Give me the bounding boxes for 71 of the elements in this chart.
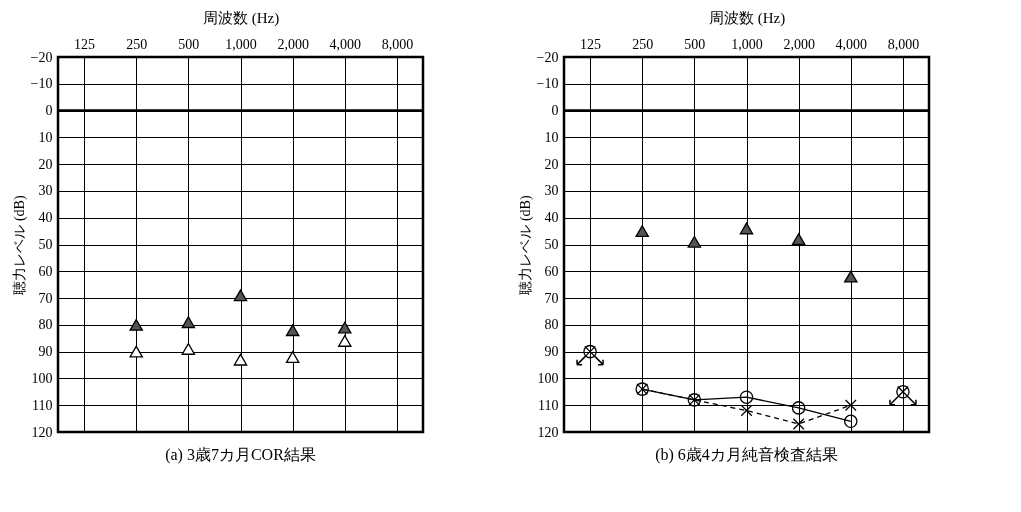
x-tick-label: 500 xyxy=(178,36,200,52)
y-tick-label: 80 xyxy=(38,317,53,333)
point xyxy=(791,233,806,246)
y-tick-label: 60 xyxy=(38,263,53,279)
point xyxy=(338,334,352,347)
point xyxy=(129,345,143,358)
y-tick-label: 50 xyxy=(38,237,53,252)
y-tick-label: 70 xyxy=(544,290,559,306)
y-tick-label: −10 xyxy=(30,76,53,92)
point xyxy=(338,321,352,334)
point xyxy=(739,222,754,235)
point xyxy=(844,414,858,429)
y-tick-label: 70 xyxy=(38,290,53,306)
y-tick-label: 20 xyxy=(544,156,559,172)
y-axis-title: 聴力レベル (dB) xyxy=(11,195,28,295)
point xyxy=(791,401,806,415)
y-tick-label: −20 xyxy=(536,49,559,65)
y-tick-label: 120 xyxy=(537,424,559,440)
y-tick-label: −10 xyxy=(536,76,559,92)
x-tick-label: 8,000 xyxy=(381,36,414,52)
x-tick-label: 2,000 xyxy=(783,36,815,52)
y-tick-label: 50 xyxy=(544,237,559,252)
point xyxy=(285,324,300,337)
point xyxy=(635,225,649,238)
y-tick-label: 40 xyxy=(544,210,559,226)
x-tick-label: 250 xyxy=(632,36,654,52)
point xyxy=(687,235,702,248)
point xyxy=(233,289,248,302)
point xyxy=(181,316,196,329)
x-axis-title: 周波数 (Hz) xyxy=(708,9,786,27)
y-tick-label: 110 xyxy=(538,397,559,413)
x-tick-label: 500 xyxy=(684,36,706,52)
x-axis-title: 周波数 (Hz) xyxy=(202,9,280,27)
y-tick-label: 110 xyxy=(32,397,53,413)
y-tick-label: 30 xyxy=(38,183,53,199)
y-tick-label: 120 xyxy=(31,424,53,440)
point xyxy=(792,418,805,430)
y-tick-label: 40 xyxy=(38,210,53,226)
text: (a) 3歳7カ月COR結果 xyxy=(165,446,316,464)
point xyxy=(285,351,300,363)
point xyxy=(739,390,754,404)
y-tick-label: 10 xyxy=(544,129,559,145)
y-axis-title: 聴力レベル (dB) xyxy=(517,195,534,295)
point xyxy=(129,318,143,331)
y-tick-label: 60 xyxy=(544,263,559,279)
x-tick-label: 8,000 xyxy=(887,36,920,52)
y-tick-label: 0 xyxy=(551,103,559,119)
x-tick-label: 125 xyxy=(74,36,96,52)
x-tick-label: 250 xyxy=(126,36,148,52)
y-tick-label: 90 xyxy=(38,344,53,360)
point xyxy=(233,353,248,366)
point xyxy=(844,270,858,283)
y-tick-label: 90 xyxy=(544,344,559,360)
x-tick-label: 4,000 xyxy=(329,36,362,52)
y-tick-label: 30 xyxy=(544,183,559,199)
x-tick-label: 1,000 xyxy=(225,36,257,52)
x-tick-label: 4,000 xyxy=(835,36,868,52)
y-tick-label: 20 xyxy=(38,156,53,172)
y-tick-label: 80 xyxy=(544,317,559,333)
x-tick-label: 2,000 xyxy=(277,36,309,52)
text: (b) 6歳4カ月純音検査結果 xyxy=(655,446,838,464)
point xyxy=(844,399,857,412)
point xyxy=(181,343,196,355)
y-tick-label: 100 xyxy=(537,370,559,386)
y-tick-label: 10 xyxy=(38,129,53,145)
x-tick-label: 125 xyxy=(580,36,602,52)
x-tick-label: 1,000 xyxy=(731,36,763,52)
point xyxy=(740,404,753,417)
y-tick-label: 100 xyxy=(31,370,53,386)
y-tick-label: 0 xyxy=(45,103,53,119)
y-tick-label: −20 xyxy=(30,49,53,65)
